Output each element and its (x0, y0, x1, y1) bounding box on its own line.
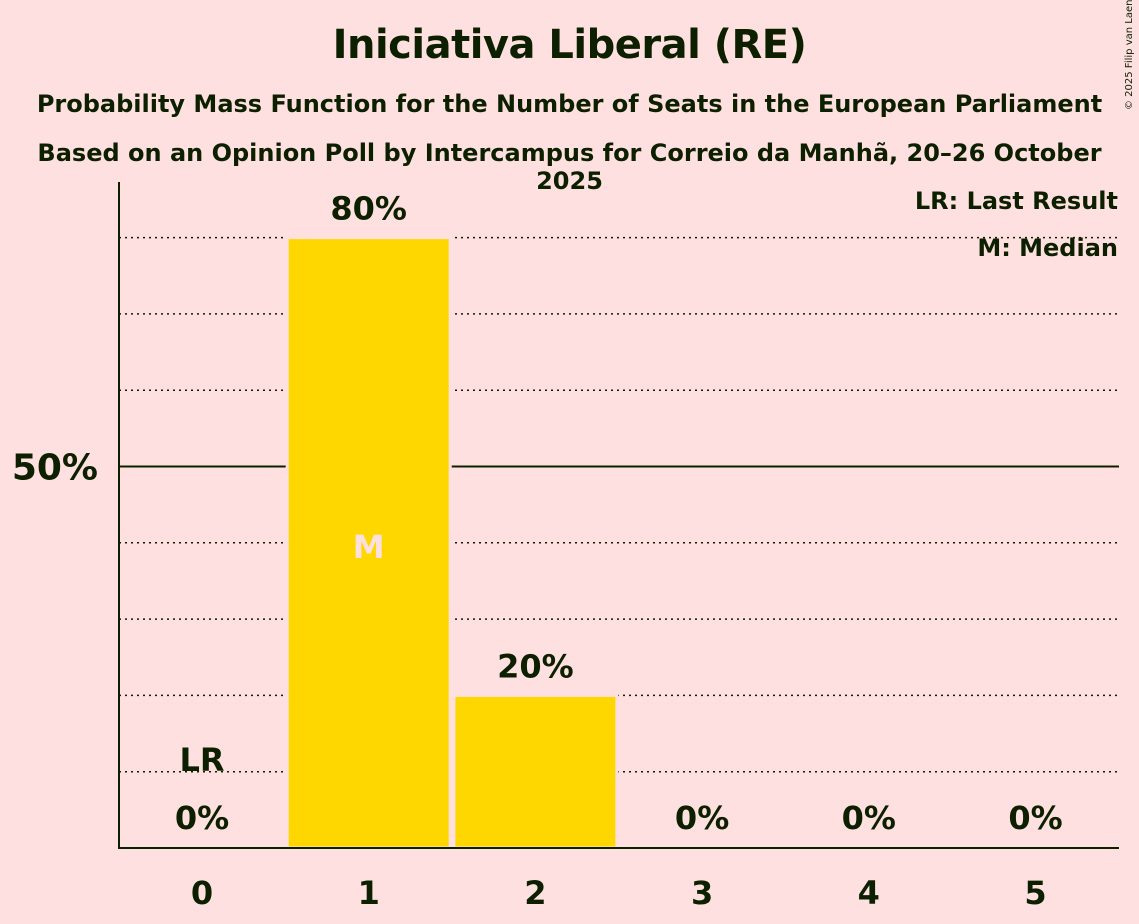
last-result-marker: LR (179, 741, 224, 779)
data-label: 0% (675, 799, 729, 837)
x-tick-label: 4 (858, 874, 880, 912)
data-label: 20% (497, 647, 574, 685)
data-label: 0% (1008, 799, 1062, 837)
median-marker: M (353, 528, 385, 566)
chart-title: Iniciativa Liberal (RE) (332, 22, 807, 68)
bar-1 (285, 236, 452, 850)
legend-last-result: LR: Last Result (914, 187, 1118, 215)
bar-2 (452, 693, 619, 850)
x-tick-label: 5 (1024, 874, 1046, 912)
legend-median: M: Median (977, 234, 1118, 262)
chart-subtitle: Probability Mass Function for the Number… (36, 90, 1103, 118)
data-label: 0% (175, 799, 229, 837)
chart-source: Based on an Opinion Poll by Intercampus … (37, 139, 1102, 195)
x-tick-label: 0 (191, 874, 213, 912)
x-tick-label: 3 (691, 874, 713, 912)
y-tick-label: 50% (12, 448, 98, 489)
data-label: 0% (842, 799, 896, 837)
x-tick-label: 1 (358, 874, 380, 912)
x-tick-label: 2 (524, 874, 546, 912)
data-label: 80% (330, 190, 407, 228)
